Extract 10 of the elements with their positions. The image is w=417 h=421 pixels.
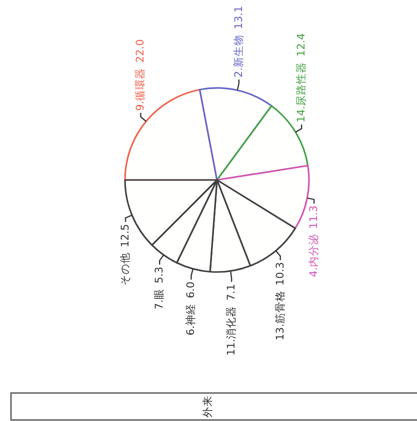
text: 外来: [201, 396, 214, 418]
slice-label: 11.消化器 7.1: [224, 284, 238, 356]
slice-label: 9.循環器 22.0: [134, 39, 147, 111]
slice-label: 6.神経 6.0: [184, 282, 198, 336]
slice-label: 14.尿路性器 12.4: [296, 32, 308, 123]
slice-label: 4.内分泌 11.3: [307, 205, 320, 278]
slice-label: 13.筋骨格 10.3: [274, 262, 286, 340]
slice-label: 2.新生物 13.1: [232, 6, 245, 78]
slice-label: 7.眼 5.3: [154, 266, 166, 310]
slice-label: その他 12.5: [120, 224, 132, 286]
